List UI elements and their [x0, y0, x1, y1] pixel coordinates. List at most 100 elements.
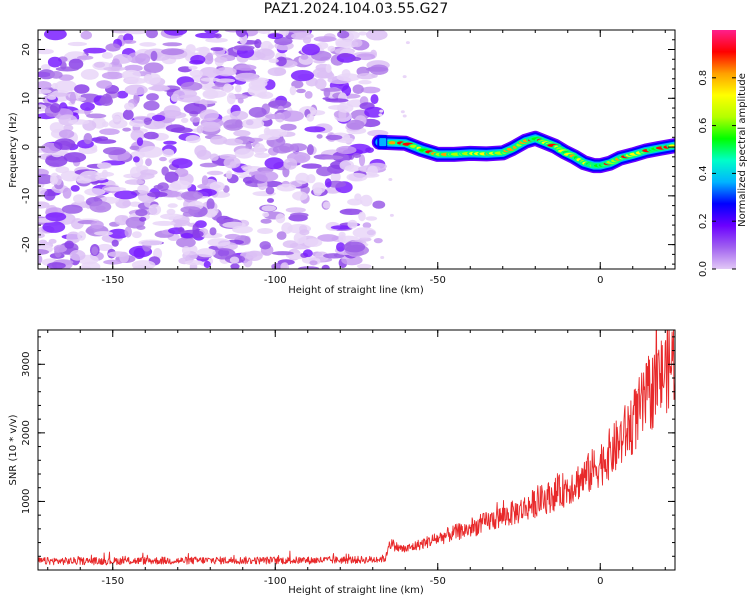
noise-blob	[90, 220, 104, 229]
noise-blob	[143, 117, 152, 126]
noise-blob	[111, 239, 119, 247]
noise-blob	[70, 185, 80, 192]
noise-blob	[112, 58, 120, 66]
noise-blob	[163, 190, 182, 198]
noise-blob	[224, 233, 241, 240]
top-y-label: Frequency (Hz)	[8, 112, 19, 188]
noise-blob	[38, 69, 55, 80]
noise-blob	[303, 249, 313, 258]
noise-blob	[235, 30, 247, 38]
noise-blob	[69, 92, 77, 104]
noise-blob	[162, 42, 183, 47]
noise-blob	[325, 72, 335, 80]
noise-blob	[245, 250, 263, 261]
noise-blob	[49, 175, 58, 185]
noise-blob	[338, 231, 346, 238]
noise-blob	[257, 91, 274, 99]
noise-blob	[152, 220, 176, 226]
noise-blob	[199, 109, 219, 121]
y-tick-label: -20	[21, 236, 32, 252]
noise-blob	[64, 240, 74, 249]
noise-blob	[339, 53, 351, 58]
noise-blob	[129, 119, 146, 128]
noise-blob	[264, 157, 284, 170]
noise-blob	[177, 94, 201, 103]
noise-blob	[337, 103, 354, 113]
noise-blob	[63, 152, 87, 163]
y-tick-label: 10	[21, 92, 32, 105]
x-tick-label: 0	[597, 576, 603, 587]
y-tick-label: -10	[21, 188, 32, 204]
noise-blob	[389, 213, 394, 217]
noise-blob	[378, 113, 383, 117]
noise-blob	[306, 144, 314, 156]
noise-blob	[99, 128, 120, 135]
noise-blob	[352, 227, 377, 239]
noise-blob	[214, 56, 228, 63]
x-tick-label: -50	[430, 275, 446, 286]
noise-blob	[300, 54, 309, 60]
noise-blob	[276, 231, 287, 240]
noise-blob	[129, 145, 140, 151]
noise-blob	[262, 212, 270, 218]
noise-blob	[281, 30, 290, 36]
noise-blob	[199, 67, 220, 78]
noise-blob	[101, 52, 113, 59]
noise-blob	[111, 30, 130, 34]
noise-blob	[365, 216, 378, 221]
colorbar-tick-label: 0.0	[698, 261, 709, 277]
noise-blob	[325, 98, 349, 103]
noise-blob	[122, 127, 132, 132]
noise-blob	[325, 63, 332, 73]
noise-blob	[265, 186, 275, 195]
x-tick-label: -100	[264, 576, 287, 587]
noise-blob	[317, 234, 339, 242]
y-tick-label: 2000	[21, 420, 32, 445]
noise-blob	[50, 103, 61, 113]
colorbar-label: Normalized spectral amplitude	[737, 73, 748, 227]
noise-blob	[241, 118, 265, 129]
noise-blob	[373, 238, 383, 244]
noise-blob	[163, 30, 188, 36]
noise-blob	[285, 207, 306, 213]
noise-blob	[96, 162, 112, 170]
noise-blob	[268, 44, 275, 49]
bottom-x-label: Height of straight line (km)	[288, 585, 424, 596]
noise-blob	[261, 205, 277, 212]
noise-blob	[296, 88, 306, 94]
noise-blob	[151, 114, 166, 122]
noise-blob	[304, 238, 323, 248]
noise-blob	[316, 134, 323, 139]
noise-blob	[302, 36, 312, 44]
x-tick-label: 0	[597, 275, 603, 286]
noise-blob	[325, 134, 343, 141]
noise-blob	[313, 36, 337, 42]
noise-blob	[247, 137, 264, 142]
noise-blob	[330, 225, 352, 230]
trace-start-core	[379, 138, 387, 147]
noise-blob	[309, 260, 318, 266]
noise-blob	[370, 94, 379, 105]
noise-blob	[327, 45, 336, 52]
noise-blob	[229, 256, 240, 264]
noise-blob	[196, 248, 216, 258]
noise-blob	[339, 208, 363, 215]
x-tick-label: -50	[430, 576, 446, 587]
noise-blob	[49, 122, 64, 133]
noise-blob	[347, 198, 363, 206]
noise-blob	[163, 105, 181, 117]
noise-blob	[352, 84, 364, 94]
noise-blob	[133, 156, 140, 163]
colorbar-ticks: 0.0 0.2 0.4 0.6 0.8	[698, 70, 736, 277]
noise-blob	[229, 110, 249, 121]
noise-blob	[136, 137, 144, 147]
noise-blob	[114, 190, 138, 200]
top-x-label: Height of straight line (km)	[288, 285, 424, 296]
noise-blob	[306, 113, 315, 122]
noise-blob	[336, 242, 346, 252]
noise-blob	[358, 211, 366, 222]
noise-blob	[45, 154, 68, 167]
noise-blob	[67, 41, 88, 47]
noise-blob	[163, 140, 177, 145]
noise-blob	[360, 86, 381, 94]
